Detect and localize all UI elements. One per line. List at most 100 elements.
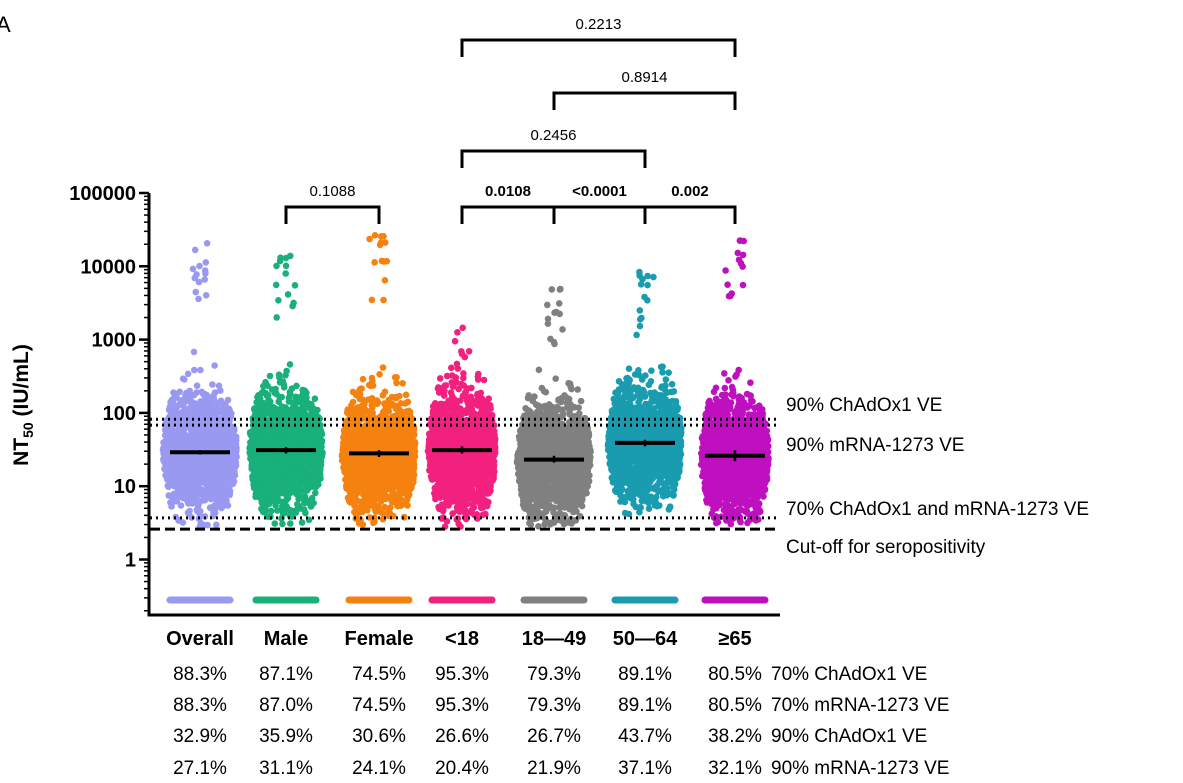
data-point: [386, 486, 394, 493]
data-point: [350, 419, 358, 427]
data-point: [190, 348, 198, 356]
data-point: [271, 520, 279, 527]
data-point: [209, 381, 216, 388]
data-point: [379, 509, 387, 517]
data-point: [405, 407, 413, 415]
data-point: [212, 493, 220, 501]
data-point: [272, 429, 280, 436]
data-point: [386, 433, 393, 440]
data-point: [196, 262, 203, 270]
data-point: [367, 426, 375, 434]
data-point: [228, 463, 236, 470]
data-point: [253, 439, 261, 447]
data-point: [317, 467, 324, 474]
data-point: [308, 400, 315, 408]
data-point: [344, 438, 352, 446]
data-point: [379, 364, 387, 371]
data-point: [223, 432, 230, 440]
data-point: [362, 426, 369, 434]
data-point: [359, 500, 367, 508]
data-point: [302, 509, 309, 517]
data-point: [272, 472, 280, 479]
data-point: [286, 506, 294, 514]
data-point: [275, 371, 283, 379]
data-point: [367, 443, 375, 450]
data-point: [180, 410, 187, 418]
data-point: [305, 472, 313, 479]
data-point: [282, 270, 290, 277]
data-point: [377, 239, 385, 246]
data-point: [373, 438, 381, 446]
data-point: [267, 507, 275, 515]
data-point: [301, 405, 308, 413]
data-point: [193, 480, 200, 488]
data-point: [184, 453, 191, 461]
data-point: [258, 495, 265, 502]
series-group-0: [159, 240, 240, 604]
data-point: [448, 393, 456, 400]
data-point: [217, 435, 224, 443]
data-point: [202, 292, 210, 299]
data-point: [202, 259, 210, 266]
data-point: [287, 435, 294, 443]
data-point: [194, 435, 201, 442]
data-point: [360, 491, 367, 498]
data-point: [167, 499, 174, 506]
data-point: [226, 472, 234, 480]
data-point: [368, 296, 376, 304]
data-point: [371, 518, 378, 525]
data-point: [282, 372, 289, 379]
data-point: [343, 470, 351, 478]
data-point: [410, 470, 417, 477]
data-point: [203, 240, 211, 247]
data-point: [383, 257, 391, 265]
data-point: [271, 409, 278, 416]
data-point: [266, 431, 274, 438]
data-point: [400, 513, 408, 521]
data-point: [265, 457, 272, 464]
data-point: [396, 486, 404, 494]
data-point: [281, 439, 289, 447]
data-point: [194, 461, 201, 469]
data-point: [338, 457, 346, 464]
data-point: [405, 492, 412, 500]
data-point: [201, 427, 208, 435]
data-point: [309, 429, 316, 436]
data-point: [200, 391, 208, 398]
data-point: [266, 372, 274, 380]
data-point: [475, 370, 482, 378]
data-point: [305, 452, 313, 460]
data-point: [264, 382, 271, 390]
data-point: [217, 387, 224, 394]
data-point: [258, 389, 266, 397]
data-point: [203, 480, 211, 488]
data-point: [200, 488, 208, 495]
data-point: [230, 426, 237, 433]
data-point: [374, 492, 381, 500]
data-point: [410, 430, 417, 437]
data-point: [369, 456, 376, 464]
data-point: [379, 477, 386, 484]
data-point: [389, 401, 396, 409]
data-point: [381, 388, 389, 396]
data-point: [184, 397, 191, 405]
data-point: [208, 461, 216, 468]
data-point: [172, 407, 180, 415]
data-point: [290, 299, 297, 307]
data-point: [209, 475, 217, 482]
data-point: [387, 444, 395, 451]
data-point: [206, 437, 213, 445]
data-point: [363, 457, 370, 464]
data-point: [355, 485, 362, 492]
data-point: [315, 434, 322, 441]
data-point: [398, 471, 406, 479]
data-point: [188, 411, 196, 419]
data-point: [293, 382, 300, 390]
data-point: [317, 446, 325, 454]
data-point: [368, 374, 376, 382]
data-point: [299, 495, 307, 502]
data-point: [217, 406, 224, 414]
panel-label: A: [0, 12, 11, 37]
data-point: [193, 506, 201, 514]
data-point: [289, 399, 297, 407]
